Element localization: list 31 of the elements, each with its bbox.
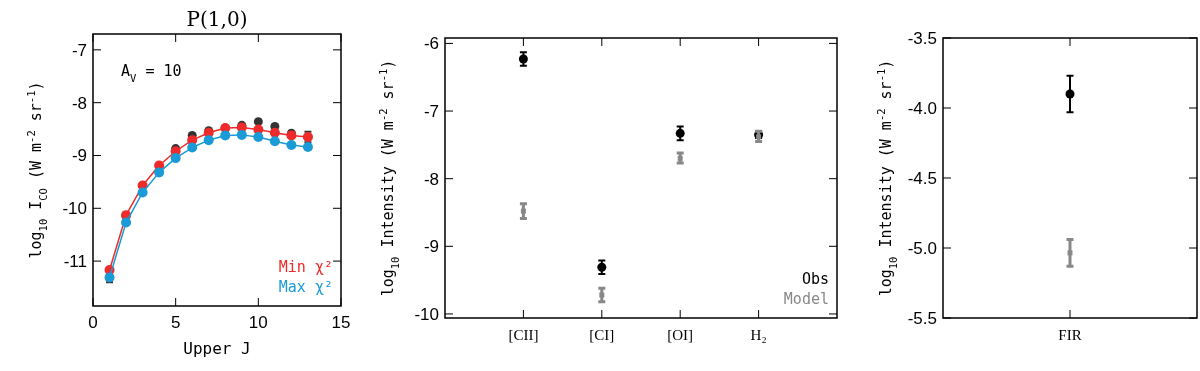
text: Max χ² xyxy=(278,278,333,296)
y-tick-label: -5.5 xyxy=(907,308,937,328)
x-tick-label: H₂ xyxy=(750,327,767,343)
y-tick-label: -9 xyxy=(71,146,87,166)
x-tick-label: [CII] xyxy=(508,327,539,343)
x-tick-label: 15 xyxy=(331,313,351,332)
y-tick-label: -10 xyxy=(414,304,439,324)
y-tick-label: -5.0 xyxy=(907,238,937,258)
x-axis-title: Upper J xyxy=(183,339,251,358)
x-tick-label: 5 xyxy=(170,313,181,332)
y-tick-label: -4.0 xyxy=(907,98,937,118)
chart-title: P(1,0) xyxy=(186,7,248,31)
y-tick-label: -8 xyxy=(423,169,439,189)
text: Model xyxy=(783,290,829,308)
x-tick-label: FIR xyxy=(1058,327,1082,343)
y-tick-label: -11 xyxy=(63,252,87,272)
y-tick-label: -7 xyxy=(423,101,439,121)
annotation: A$_{V}$ = 10 xyxy=(121,62,182,84)
x-tick-label: [CI] xyxy=(589,327,615,343)
y-tick-label: -9 xyxy=(423,237,439,257)
y-tick-label: -3.5 xyxy=(907,28,937,48)
text: Min χ² xyxy=(278,258,333,276)
y-tick-label: -10 xyxy=(62,199,87,219)
x-tick-label: 0 xyxy=(88,313,98,332)
x-tick-label: 10 xyxy=(248,313,268,332)
y-tick-label: -7 xyxy=(71,40,87,60)
y-tick-label: -6 xyxy=(423,34,439,54)
x-tick-label: [OI] xyxy=(667,327,694,343)
y-tick-label: -4.5 xyxy=(907,168,937,188)
text: Obs xyxy=(801,270,829,288)
y-tick-label: -8 xyxy=(71,93,87,113)
